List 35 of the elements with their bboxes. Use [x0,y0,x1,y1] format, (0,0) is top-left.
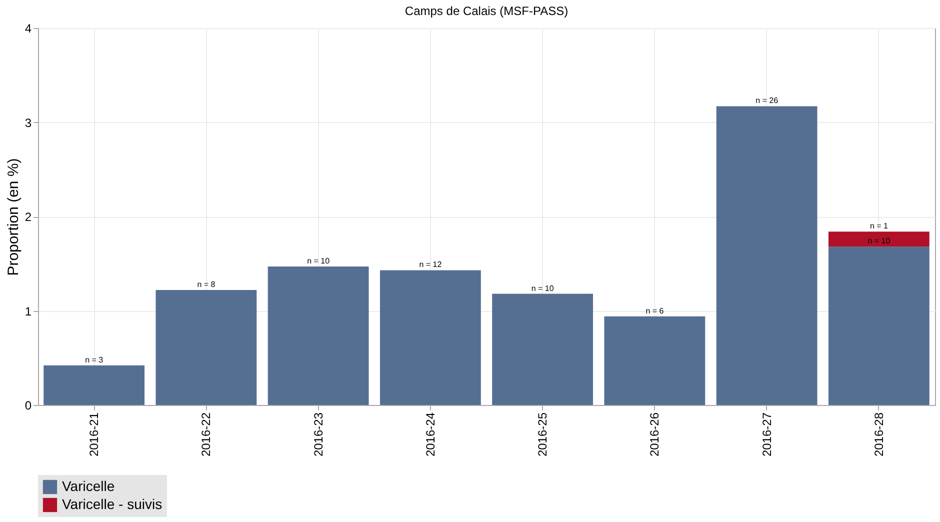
bar [828,246,930,405]
bar [156,290,257,405]
y-tick-label: 1 [24,304,32,318]
bar [380,270,481,405]
y-tick-label: 3 [24,116,32,130]
annotation: n = 1 [870,222,888,231]
bar [828,232,930,247]
bar [716,106,818,405]
annotation: n = 6 [646,306,664,316]
x-tick-label: 2016-21 [87,412,102,457]
x-tick-label: 2016-23 [311,412,326,457]
annotation: n = 10 [307,256,330,266]
x-tick-label: 2016-27 [760,412,774,457]
x-tick-label: 2016-22 [199,412,214,457]
annotation: n = 26 [756,96,779,106]
x-tick-label: 2016-24 [423,412,438,457]
annotation: n = 10 [531,284,554,293]
annotation: n = 8 [197,280,216,290]
x-tick-label: 2016-28 [872,412,886,457]
bar [492,294,594,405]
y-tick-label: 4 [24,22,32,36]
annotation: n = 12 [419,260,442,270]
y-tick-label: 2 [24,210,32,224]
legend-label: Varicelle - suivis [62,496,162,512]
bar [44,365,145,405]
bar [604,316,706,405]
bar [268,266,369,405]
y-tick-label: 0 [24,398,32,412]
legend-label: Varicelle [62,478,115,494]
annotation: n = 10 [868,236,891,246]
y-axis-title: Proportion (en %) [4,158,22,276]
annotation: n = 3 [85,355,104,364]
x-tick-label: 2016-25 [536,412,550,457]
chart-title: Camps de Calais (MSF-PASS) [404,4,568,18]
x-tick-label: 2016-26 [648,412,662,457]
